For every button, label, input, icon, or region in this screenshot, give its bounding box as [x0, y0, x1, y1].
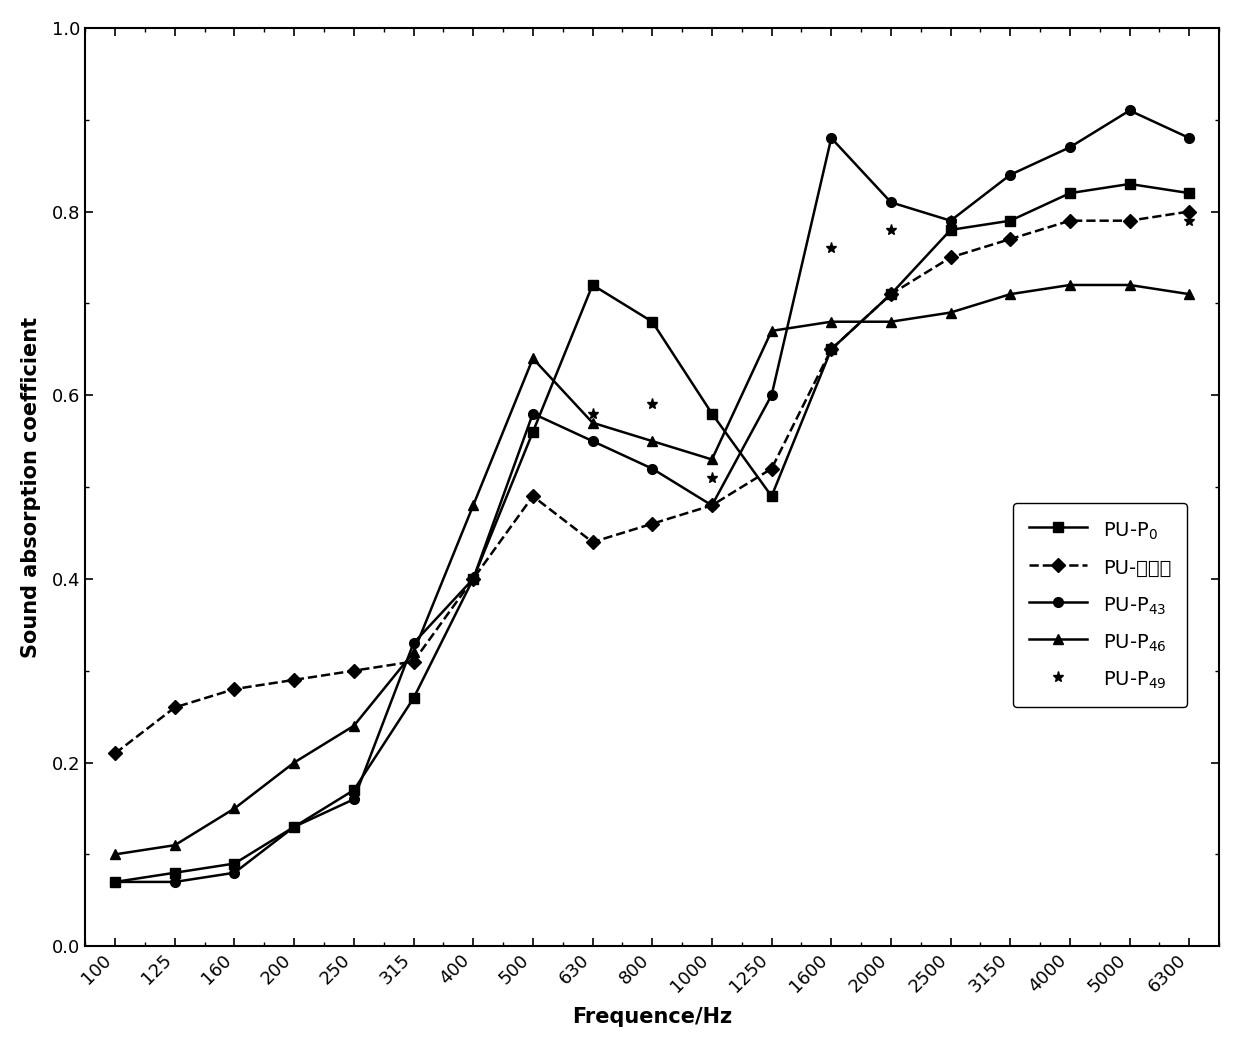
PU-P$_0$ — [227, 857, 242, 870]
PU-P$_{46}$ — [167, 838, 182, 851]
PU-P$_{46}$ — [286, 757, 301, 769]
PU-P$_0$ — [167, 867, 182, 879]
PU-P$_{43}$ — [704, 499, 719, 511]
PU-实施例 — [167, 701, 182, 714]
PU-P$_{49}$ — [884, 223, 899, 236]
PU-P$_{43}$ — [764, 389, 779, 401]
PU-P$_{46}$ — [884, 315, 899, 328]
PU-P$_{49}$ — [704, 472, 719, 484]
PU-实施例 — [645, 518, 660, 530]
Line: PU-实施例: PU-实施例 — [110, 206, 1194, 758]
PU-P$_{43}$ — [227, 867, 242, 879]
PU-实施例 — [884, 288, 899, 301]
PU-实施例 — [704, 499, 719, 511]
Y-axis label: Sound absorption coefficient: Sound absorption coefficient — [21, 316, 41, 657]
PU-P$_{46}$ — [108, 848, 123, 860]
PU-P$_0$ — [286, 821, 301, 833]
PU-P$_0$ — [466, 572, 481, 585]
PU-实施例 — [405, 655, 420, 668]
PU-实施例 — [823, 343, 838, 355]
PU-实施例 — [108, 747, 123, 760]
Line: PU-P$_{46}$: PU-P$_{46}$ — [110, 280, 1194, 859]
PU-实施例 — [585, 536, 600, 548]
PU-P$_0$ — [645, 315, 660, 328]
PU-P$_0$ — [823, 343, 838, 355]
PU-P$_{43}$ — [167, 876, 182, 889]
PU-P$_{46}$ — [764, 325, 779, 337]
PU-P$_0$ — [108, 876, 123, 889]
PU-P$_0$ — [944, 223, 959, 236]
PU-P$_{49}$ — [585, 408, 600, 420]
PU-P$_{46}$ — [346, 720, 361, 733]
PU-P$_{46}$ — [1063, 279, 1078, 291]
PU-P$_{43}$ — [585, 435, 600, 447]
PU-P$_{43}$ — [286, 821, 301, 833]
PU-实施例 — [1122, 215, 1137, 227]
PU-实施例 — [466, 572, 481, 585]
PU-实施例 — [1182, 205, 1197, 218]
PU-P$_0$ — [585, 279, 600, 291]
PU-P$_{43}$ — [944, 215, 959, 227]
PU-P$_{46}$ — [1122, 279, 1137, 291]
PU-P$_{46}$ — [645, 435, 660, 447]
PU-实施例 — [1063, 215, 1078, 227]
PU-P$_{49}$ — [1182, 215, 1197, 227]
PU-P$_{49}$ — [1063, 215, 1078, 227]
PU-P$_{43}$ — [884, 196, 899, 209]
PU-P$_{49}$ — [1003, 233, 1018, 245]
PU-P$_0$ — [405, 692, 420, 704]
PU-P$_{49}$ — [944, 215, 959, 227]
PU-实施例 — [286, 674, 301, 686]
PU-P$_{43}$ — [1003, 169, 1018, 181]
PU-P$_0$ — [704, 408, 719, 420]
PU-P$_{43}$ — [1182, 132, 1197, 145]
PU-P$_0$ — [764, 489, 779, 502]
Line: PU-P$_0$: PU-P$_0$ — [110, 179, 1194, 887]
PU-P$_{46}$ — [1003, 288, 1018, 301]
PU-P$_{46}$ — [585, 416, 600, 429]
PU-实施例 — [526, 489, 541, 502]
PU-P$_{43}$ — [645, 462, 660, 475]
PU-实施例 — [764, 462, 779, 475]
PU-P$_{46}$ — [944, 306, 959, 319]
PU-P$_0$ — [1122, 178, 1137, 191]
X-axis label: Frequence/Hz: Frequence/Hz — [572, 1007, 733, 1027]
PU-P$_{49}$ — [645, 398, 660, 411]
PU-P$_0$ — [1063, 187, 1078, 199]
PU-P$_{46}$ — [526, 352, 541, 365]
PU-实施例 — [346, 664, 361, 677]
PU-P$_{43}$ — [346, 793, 361, 806]
PU-P$_{49}$ — [823, 242, 838, 255]
PU-P$_0$ — [1182, 187, 1197, 199]
PU-P$_{43}$ — [1122, 104, 1137, 116]
PU-实施例 — [227, 683, 242, 696]
PU-P$_{46}$ — [1182, 288, 1197, 301]
PU-P$_{49}$ — [1122, 215, 1137, 227]
Legend: PU-P$_0$, PU-实施例, PU-P$_{43}$, PU-P$_{46}$, PU-P$_{49}$: PU-P$_0$, PU-实施例, PU-P$_{43}$, PU-P$_{46… — [1013, 503, 1187, 707]
PU-P$_{43}$ — [108, 876, 123, 889]
PU-P$_{43}$ — [405, 637, 420, 650]
PU-P$_{46}$ — [227, 802, 242, 814]
PU-P$_0$ — [1003, 215, 1018, 227]
PU-P$_{46}$ — [823, 315, 838, 328]
PU-P$_{43}$ — [526, 408, 541, 420]
PU-P$_0$ — [346, 784, 361, 796]
PU-实施例 — [1003, 233, 1018, 245]
PU-P$_{46}$ — [405, 646, 420, 658]
PU-P$_{43}$ — [1063, 140, 1078, 153]
PU-P$_{43}$ — [466, 572, 481, 585]
PU-实施例 — [944, 252, 959, 264]
Line: PU-P$_{43}$: PU-P$_{43}$ — [110, 106, 1194, 887]
PU-P$_0$ — [884, 288, 899, 301]
PU-P$_{43}$ — [823, 132, 838, 145]
PU-P$_0$ — [526, 425, 541, 438]
PU-P$_{46}$ — [704, 453, 719, 465]
Line: PU-P$_{49}$: PU-P$_{49}$ — [587, 215, 1195, 483]
PU-P$_{46}$ — [466, 499, 481, 511]
